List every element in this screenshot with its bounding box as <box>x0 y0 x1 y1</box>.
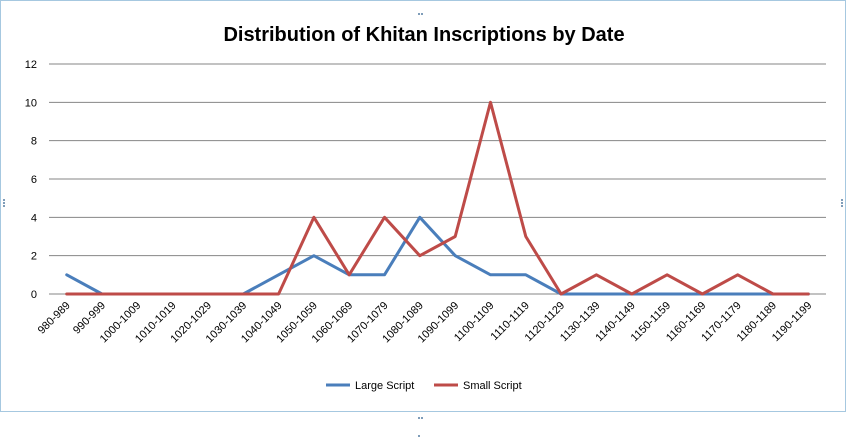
y-tick-label: 4 <box>31 212 37 224</box>
chart-title: Distribution of Khitan Inscriptions by D… <box>223 24 624 46</box>
series-line-1 <box>65 100 810 296</box>
resize-handle-right[interactable] <box>841 199 843 209</box>
y-axis-ticks: 0 2 4 6 8 10 12 <box>25 59 37 301</box>
line-chart: Distribution of Khitan Inscriptions by D… <box>25 24 826 392</box>
resize-handle-left[interactable] <box>3 199 5 209</box>
x-axis-ticks: 980-989990-9991000-10091010-10191020-102… <box>36 300 815 346</box>
gridlines <box>49 63 826 295</box>
y-tick-label: 0 <box>31 289 37 301</box>
series-lines <box>65 100 810 296</box>
legend: Large Script Small Script <box>326 380 522 392</box>
y-tick-label: 2 <box>31 251 37 263</box>
y-tick-label: 8 <box>31 136 37 148</box>
legend-label-1: Small Script <box>463 380 522 392</box>
x-tick-label: 980-989 <box>36 300 73 337</box>
y-tick-label: 12 <box>25 59 37 71</box>
resize-handle-top[interactable] <box>418 2 426 33</box>
y-tick-label: 10 <box>25 97 37 109</box>
legend-label-0: Large Script <box>355 380 414 392</box>
y-tick-label: 6 <box>31 174 37 186</box>
